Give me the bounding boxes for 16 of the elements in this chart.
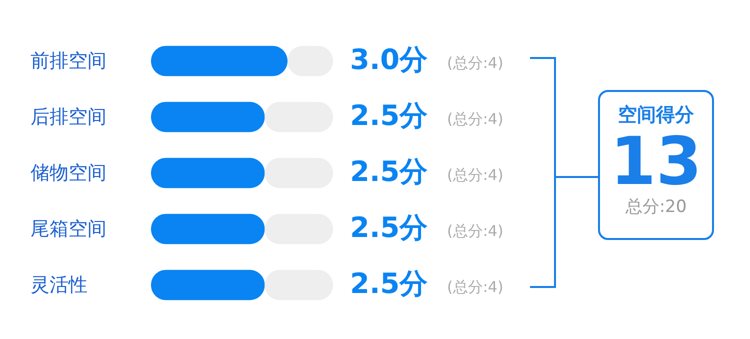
text: (总分:4): [447, 166, 504, 184]
y-tick-label: 后排空间: [30, 106, 106, 128]
data-label: 3.0分: [350, 43, 429, 76]
data-label: 2.5分: [350, 267, 429, 300]
text: (总分:4): [447, 222, 504, 240]
text: (总分:4): [447, 110, 504, 128]
y-tick-label: 储物空间: [30, 162, 106, 184]
data-label: 2.5分: [350, 211, 429, 244]
data-label: 2.5分: [350, 99, 429, 132]
score-card: 空间得分 13 总分:20: [598, 90, 714, 240]
text: (总分:4): [447, 278, 504, 296]
y-tick-label: 尾箱空间: [30, 218, 106, 240]
data-label: 2.5分: [350, 155, 429, 188]
y-tick-label: 前排空间: [30, 50, 106, 72]
y-tick-label: 灵活性: [30, 274, 88, 296]
text: (总分:4): [447, 54, 504, 72]
